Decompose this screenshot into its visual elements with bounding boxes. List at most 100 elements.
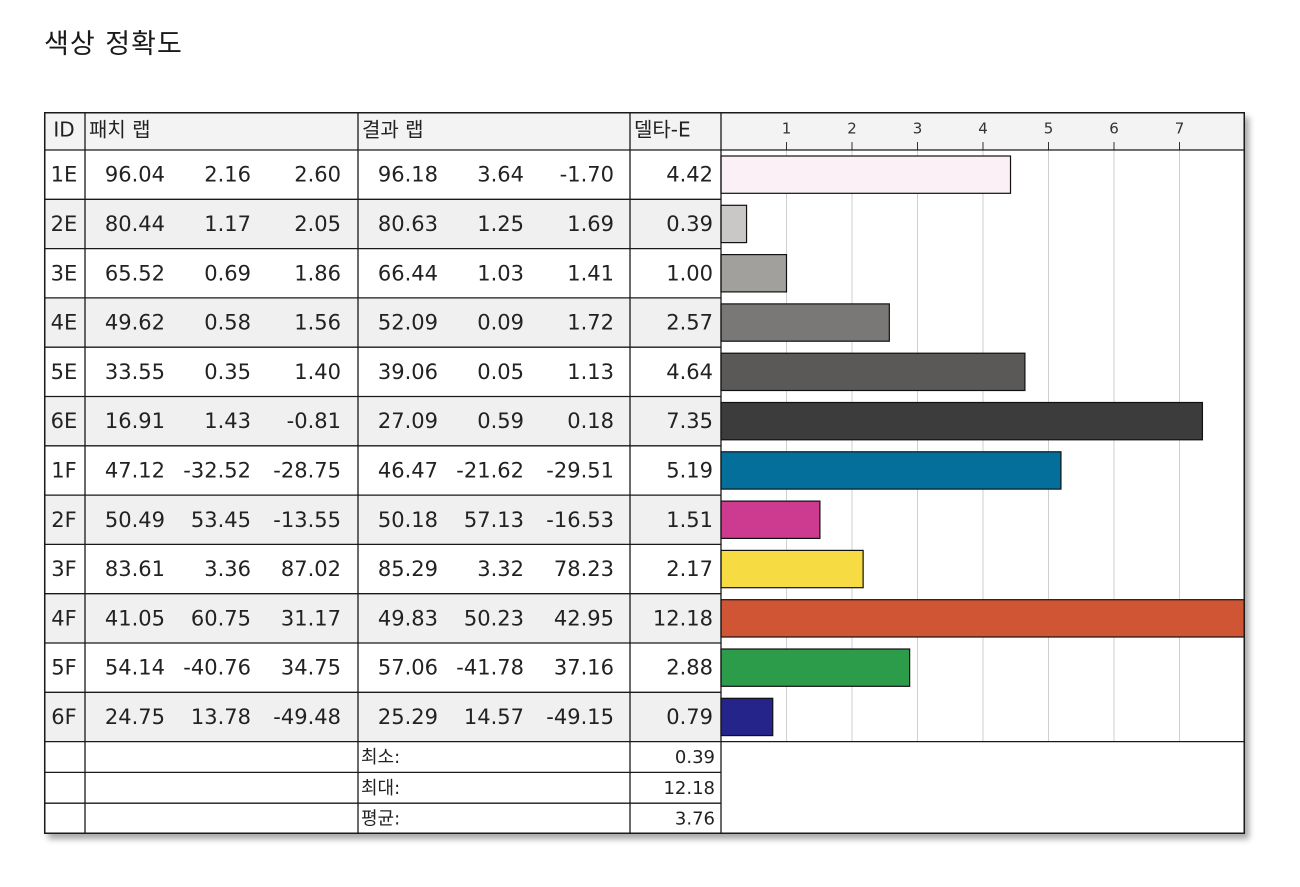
result-lab-value: -49.15 (546, 705, 614, 729)
patch-lab-value: 2.05 (294, 212, 341, 236)
header-result-lab: 결과 랩 (362, 118, 424, 142)
delta-e-bar-2f (720, 500, 821, 540)
patch-lab-value: -13.55 (273, 508, 341, 532)
patch-lab-value: 41.05 (105, 606, 165, 630)
result-lab-value: 0.18 (567, 409, 614, 433)
result-lab-value: -1.70 (560, 163, 614, 187)
delta-e-bar-6f (720, 697, 774, 737)
result-lab-value: 78.23 (554, 557, 614, 581)
result-lab-value: 1.41 (567, 261, 614, 285)
row-band (44, 199, 721, 249)
patch-lab-value: 1.56 (294, 311, 341, 335)
patch-lab-value: 0.35 (204, 360, 251, 384)
patch-lab-value: 24.75 (105, 705, 165, 729)
patch-lab-value: 3.36 (204, 557, 251, 581)
delta-e-value: 4.64 (666, 360, 713, 384)
patch-lab-value: -32.52 (183, 458, 251, 482)
delta-e-value: 1.00 (666, 261, 713, 285)
result-lab-value: 52.09 (378, 311, 438, 335)
delta-e-value: 12.18 (653, 606, 713, 630)
delta-e-value: 5.19 (666, 458, 713, 482)
delta-e-bar-6e (720, 401, 1204, 441)
x-tick-label: 5 (1044, 120, 1054, 138)
stat-value: 3.76 (675, 809, 715, 830)
patch-lab-value: 83.61 (105, 557, 165, 581)
result-lab-value: -41.78 (456, 656, 524, 680)
delta-e-bar-1f (720, 451, 1062, 490)
delta-e-value: 2.17 (666, 557, 713, 581)
patch-lab-value: 1.17 (204, 212, 251, 236)
page-title: 색상 정확도 (44, 29, 183, 60)
patch-lab-value: 60.75 (191, 606, 251, 630)
x-tick-label: 6 (1109, 120, 1119, 138)
delta-e-value: 2.57 (666, 311, 713, 335)
delta-e-bar-3e (720, 254, 788, 293)
stat-label: 평균: (361, 809, 400, 830)
row-id: 1E (51, 163, 78, 187)
patch-lab-value: -28.75 (273, 458, 341, 482)
patch-lab-value: -49.48 (273, 705, 341, 729)
delta-e-bar-4f (720, 599, 1245, 638)
row-id: 4F (51, 606, 76, 630)
x-tick-label: 2 (847, 120, 857, 138)
row-id: 2F (51, 508, 76, 532)
stat-value: 0.39 (675, 747, 715, 768)
patch-lab-value: 2.16 (204, 163, 251, 187)
patch-lab-value: 1.43 (204, 409, 251, 433)
color-accuracy-report: 1 2 3 4 5 6 7 ID 패치 랩 결과 랩 델타-E 1E 96.04 2.16 2.60 96.1… (44, 112, 1245, 834)
result-lab-value: -21.62 (456, 458, 524, 482)
patch-lab-value: 13.78 (191, 705, 251, 729)
result-lab-value: 42.95 (554, 606, 614, 630)
delta-e-value: 7.35 (666, 409, 713, 433)
result-lab-value: 66.44 (378, 261, 438, 285)
result-lab-value: 80.63 (378, 212, 438, 236)
result-lab-value: 46.47 (378, 458, 438, 482)
row-band (44, 495, 721, 545)
patch-lab-value: 65.52 (105, 261, 165, 285)
patch-lab-value: 31.17 (281, 606, 341, 630)
stat-value: 12.18 (663, 778, 715, 799)
result-lab-value: 39.06 (378, 360, 438, 384)
x-tick-label: 7 (1175, 120, 1185, 138)
result-lab-value: 85.29 (378, 557, 438, 581)
result-lab-value: 57.13 (464, 508, 524, 532)
patch-lab-value: 34.75 (281, 656, 341, 680)
delta-e-bar-5e (720, 352, 1026, 392)
row-id: 4E (51, 311, 78, 335)
patch-lab-value: 1.40 (294, 360, 341, 384)
result-lab-value: 14.57 (464, 705, 524, 729)
report-table-chart: 1 2 3 4 5 6 7 ID 패치 랩 결과 랩 델타-E 1E 96.04 2.16 2.60 96.1… (44, 112, 1245, 834)
patch-lab-value: 54.14 (105, 656, 165, 680)
result-lab-value: 1.69 (567, 212, 614, 236)
result-lab-value: 57.06 (378, 656, 438, 680)
result-lab-value: 27.09 (378, 409, 438, 433)
row-id: 3E (51, 261, 78, 285)
result-lab-value: 96.18 (378, 163, 438, 187)
header-band (44, 112, 1245, 150)
result-lab-value: 1.03 (477, 261, 524, 285)
header-id: ID (53, 118, 74, 142)
stat-label: 최소: (361, 747, 400, 768)
result-lab-value: 3.64 (477, 163, 524, 187)
row-band (44, 297, 721, 348)
patch-lab-value: 87.02 (281, 557, 341, 581)
stat-label: 최대: (361, 778, 400, 799)
result-lab-value: 37.16 (554, 656, 614, 680)
patch-lab-value: 1.86 (294, 261, 341, 285)
delta-e-bar-5f (720, 648, 911, 687)
patch-lab-value: -40.76 (183, 656, 251, 680)
header-delta-e: 델타-E (634, 118, 691, 142)
row-id: 6E (51, 409, 78, 433)
row-id: 6F (51, 705, 76, 729)
patch-lab-value: 47.12 (105, 458, 165, 482)
patch-lab-value: 50.49 (105, 508, 165, 532)
header-patch-lab: 패치 랩 (89, 118, 151, 142)
row-id: 3F (51, 557, 76, 581)
row-band (44, 593, 721, 643)
row-band (44, 396, 721, 446)
result-lab-value: 49.83 (378, 606, 438, 630)
x-tick-label: 4 (978, 120, 988, 138)
outer-border (44, 112, 1245, 834)
result-lab-value: 0.59 (477, 409, 524, 433)
delta-e-bar-4e (720, 303, 890, 342)
